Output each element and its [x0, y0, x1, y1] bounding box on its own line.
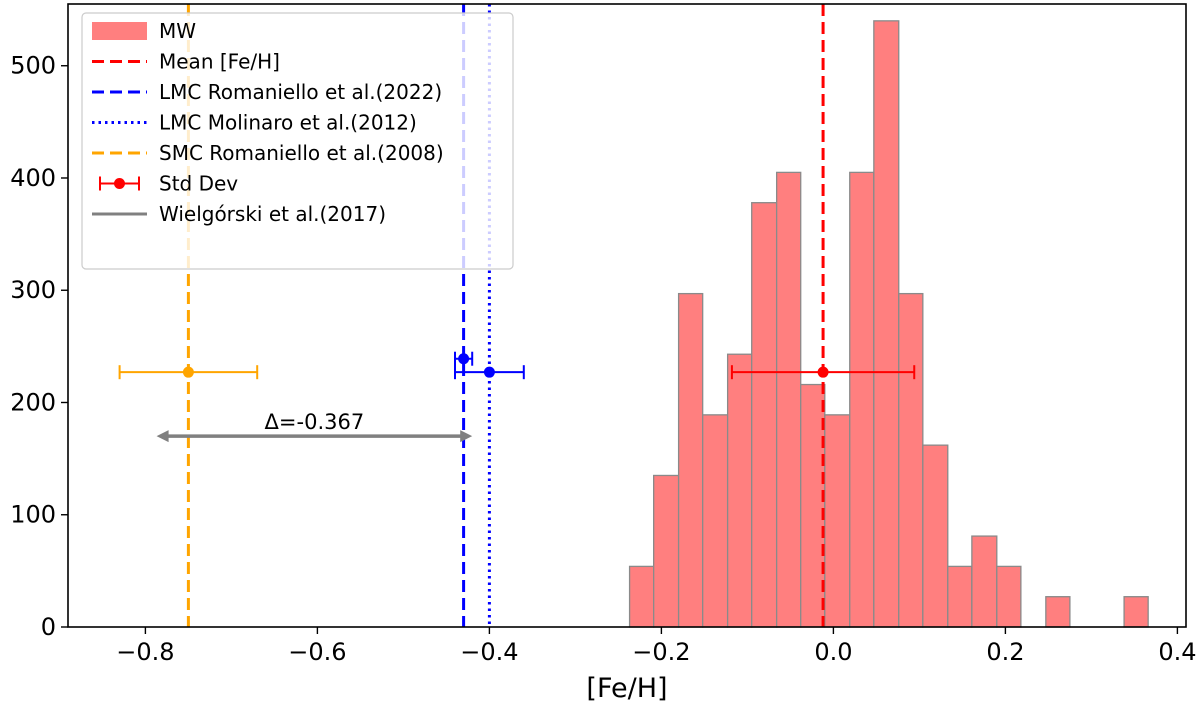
legend-entry: MW	[92, 19, 196, 43]
histogram-bar	[922, 444, 949, 628]
histogram-bar	[653, 474, 680, 628]
legend-swatch	[92, 22, 147, 40]
x-tick-label: −0.6	[288, 638, 346, 666]
histogram-bar	[971, 535, 998, 628]
x-tick-label: 0.2	[986, 638, 1024, 666]
histogram-bar	[751, 202, 778, 628]
plot-frame	[67, 3, 1187, 628]
x-tick-label: −0.2	[632, 638, 690, 666]
histogram-bar	[873, 20, 900, 628]
histogram-bar	[628, 565, 655, 628]
legend-entry: Mean [Fe/H]	[92, 50, 280, 74]
histogram-bars	[628, 20, 1149, 628]
histogram-bar	[775, 171, 802, 628]
x-tick-label: 0.4	[1158, 638, 1196, 666]
legend-entry: LMC Romaniello et al.(2022)	[92, 80, 442, 104]
legend-label: SMC Romaniello et al.(2008)	[159, 141, 444, 165]
histogram-bar	[677, 292, 704, 628]
legend-entry: Std Dev	[99, 172, 238, 196]
offset-arrow-group: Δ=-0.367	[156, 410, 473, 443]
histogram-bar	[702, 414, 729, 628]
legend-swatch	[114, 178, 125, 189]
errorbar-point	[817, 366, 829, 378]
histogram-bar	[1045, 596, 1071, 628]
x-axis-title: [Fe/H]	[586, 673, 667, 704]
error-bars	[118, 351, 916, 380]
x-tick-label: 0.0	[814, 638, 852, 666]
axes: −0.8 −0.6 −0.4 −0.2 0.0 0.2 0.4 0 100 200 300 400 50…	[10, 3, 1196, 704]
y-tick-label: 400	[10, 164, 56, 192]
offset-annotation: Δ=-0.367	[265, 410, 365, 434]
y-tick-label: 200	[10, 388, 56, 416]
offset-arrow-head	[460, 430, 473, 443]
y-tick-label: 500	[10, 52, 56, 80]
legend-box	[81, 12, 514, 270]
histogram-bar	[898, 292, 924, 628]
histogram-bar	[726, 353, 753, 628]
legend-entry: SMC Romaniello et al.(2008)	[92, 141, 444, 165]
legend-label: Wielgórski et al.(2017)	[159, 202, 386, 226]
y-tick-label: 300	[10, 276, 56, 304]
offset-arrow-head	[156, 430, 169, 443]
errorbar-point	[458, 353, 470, 365]
histogram-bar	[1123, 596, 1149, 628]
x-tick-label: −0.8	[116, 638, 174, 666]
y-tick-label: 0	[41, 613, 56, 641]
histogram-bar	[824, 414, 851, 628]
legend-label: Std Dev	[159, 172, 238, 196]
histogram-bar	[947, 565, 973, 628]
legend-label: Mean [Fe/H]	[159, 50, 280, 74]
legend-label: LMC Romaniello et al.(2022)	[159, 80, 442, 104]
legend-label: LMC Molinaro et al.(2012)	[159, 111, 417, 135]
legend-entry: Wielgórski et al.(2017)	[92, 202, 386, 226]
y-tick-label: 100	[10, 501, 56, 529]
legend-label: MW	[159, 19, 196, 43]
errorbar-point	[483, 366, 495, 378]
histogram-bar	[849, 171, 875, 628]
histogram-bar	[996, 565, 1022, 628]
histogram-bar	[800, 383, 826, 628]
reference-lines	[186, 4, 825, 627]
x-tick-label: −0.4	[460, 638, 518, 666]
errorbar-point	[182, 366, 194, 378]
legend-entry: LMC Molinaro et al.(2012)	[92, 111, 417, 135]
legend: MW Mean [Fe/H] LMC Romaniello et al.(2022)…	[81, 12, 514, 270]
